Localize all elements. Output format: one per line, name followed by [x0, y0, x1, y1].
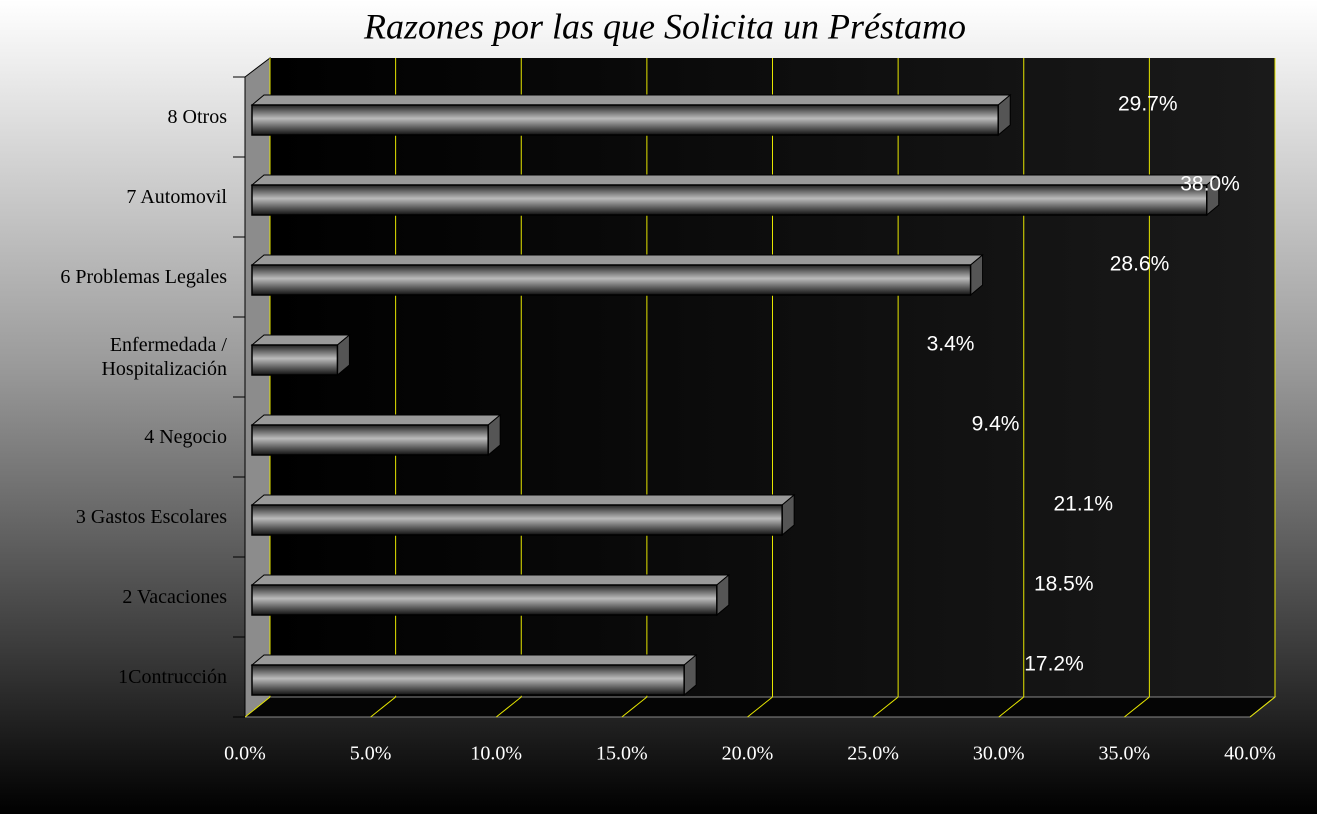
grid-line-floor [1249, 696, 1276, 718]
grid-line-floor [747, 696, 773, 718]
x-tick-label: 35.0% [1099, 743, 1151, 765]
x-tick-label: 25.0% [847, 743, 899, 765]
data-label: 9.4% [972, 413, 1020, 436]
bar [251, 504, 783, 536]
data-label: 3.4% [927, 333, 975, 356]
bar-top [250, 494, 796, 506]
x-tick-label: 0.0% [224, 743, 266, 765]
bar-top [250, 94, 1012, 106]
bar-top [250, 574, 731, 586]
bar [251, 184, 1208, 216]
x-tick-label: 10.0% [470, 743, 522, 765]
y-tick-label: Enfermedada / Hospitalización [101, 334, 227, 380]
grid-line-floor [244, 696, 271, 718]
bar [251, 664, 685, 696]
bar [251, 584, 718, 616]
bar-top [250, 254, 984, 266]
data-label: 18.5% [1034, 573, 1094, 596]
x-tick-label: 15.0% [596, 743, 648, 765]
data-label: 29.7% [1118, 93, 1178, 116]
bar-top [250, 654, 698, 666]
y-tick-label: 4 Negocio [144, 426, 227, 448]
bar-top [250, 174, 1221, 186]
grid-line-floor [872, 696, 899, 718]
grid-line-floor [370, 696, 396, 718]
bar-top [250, 334, 351, 346]
bar [251, 264, 972, 296]
y-tick-label: 7 Automovil [126, 186, 227, 208]
grid-line-floor [495, 696, 522, 718]
y-tick-label: 6 Problemas Legales [60, 266, 227, 288]
side-wall [244, 56, 271, 719]
bar [251, 424, 489, 456]
grid-line-floor [621, 696, 648, 718]
x-tick-label: 40.0% [1224, 743, 1276, 765]
data-label: 21.1% [1053, 493, 1113, 516]
y-tick-label: 1Contrucción [118, 666, 227, 688]
grid-line-floor [1124, 696, 1150, 718]
data-label: 28.6% [1110, 253, 1170, 276]
grid-line-floor [998, 696, 1025, 718]
bar-top [250, 414, 502, 426]
x-tick-label: 20.0% [722, 743, 774, 765]
x-tick-label: 30.0% [973, 743, 1025, 765]
x-tick-label: 5.0% [350, 743, 392, 765]
chart-title: Razones por las que Solicita un Préstamo [363, 6, 966, 46]
bar [251, 344, 339, 376]
y-tick-label: 8 Otros [167, 106, 227, 128]
data-label: 38.0% [1180, 173, 1240, 196]
y-tick-label: 2 Vacaciones [122, 586, 227, 608]
data-label: 17.2% [1024, 653, 1084, 676]
bar [251, 104, 999, 136]
y-tick-label: 3 Gastos Escolares [75, 506, 227, 528]
